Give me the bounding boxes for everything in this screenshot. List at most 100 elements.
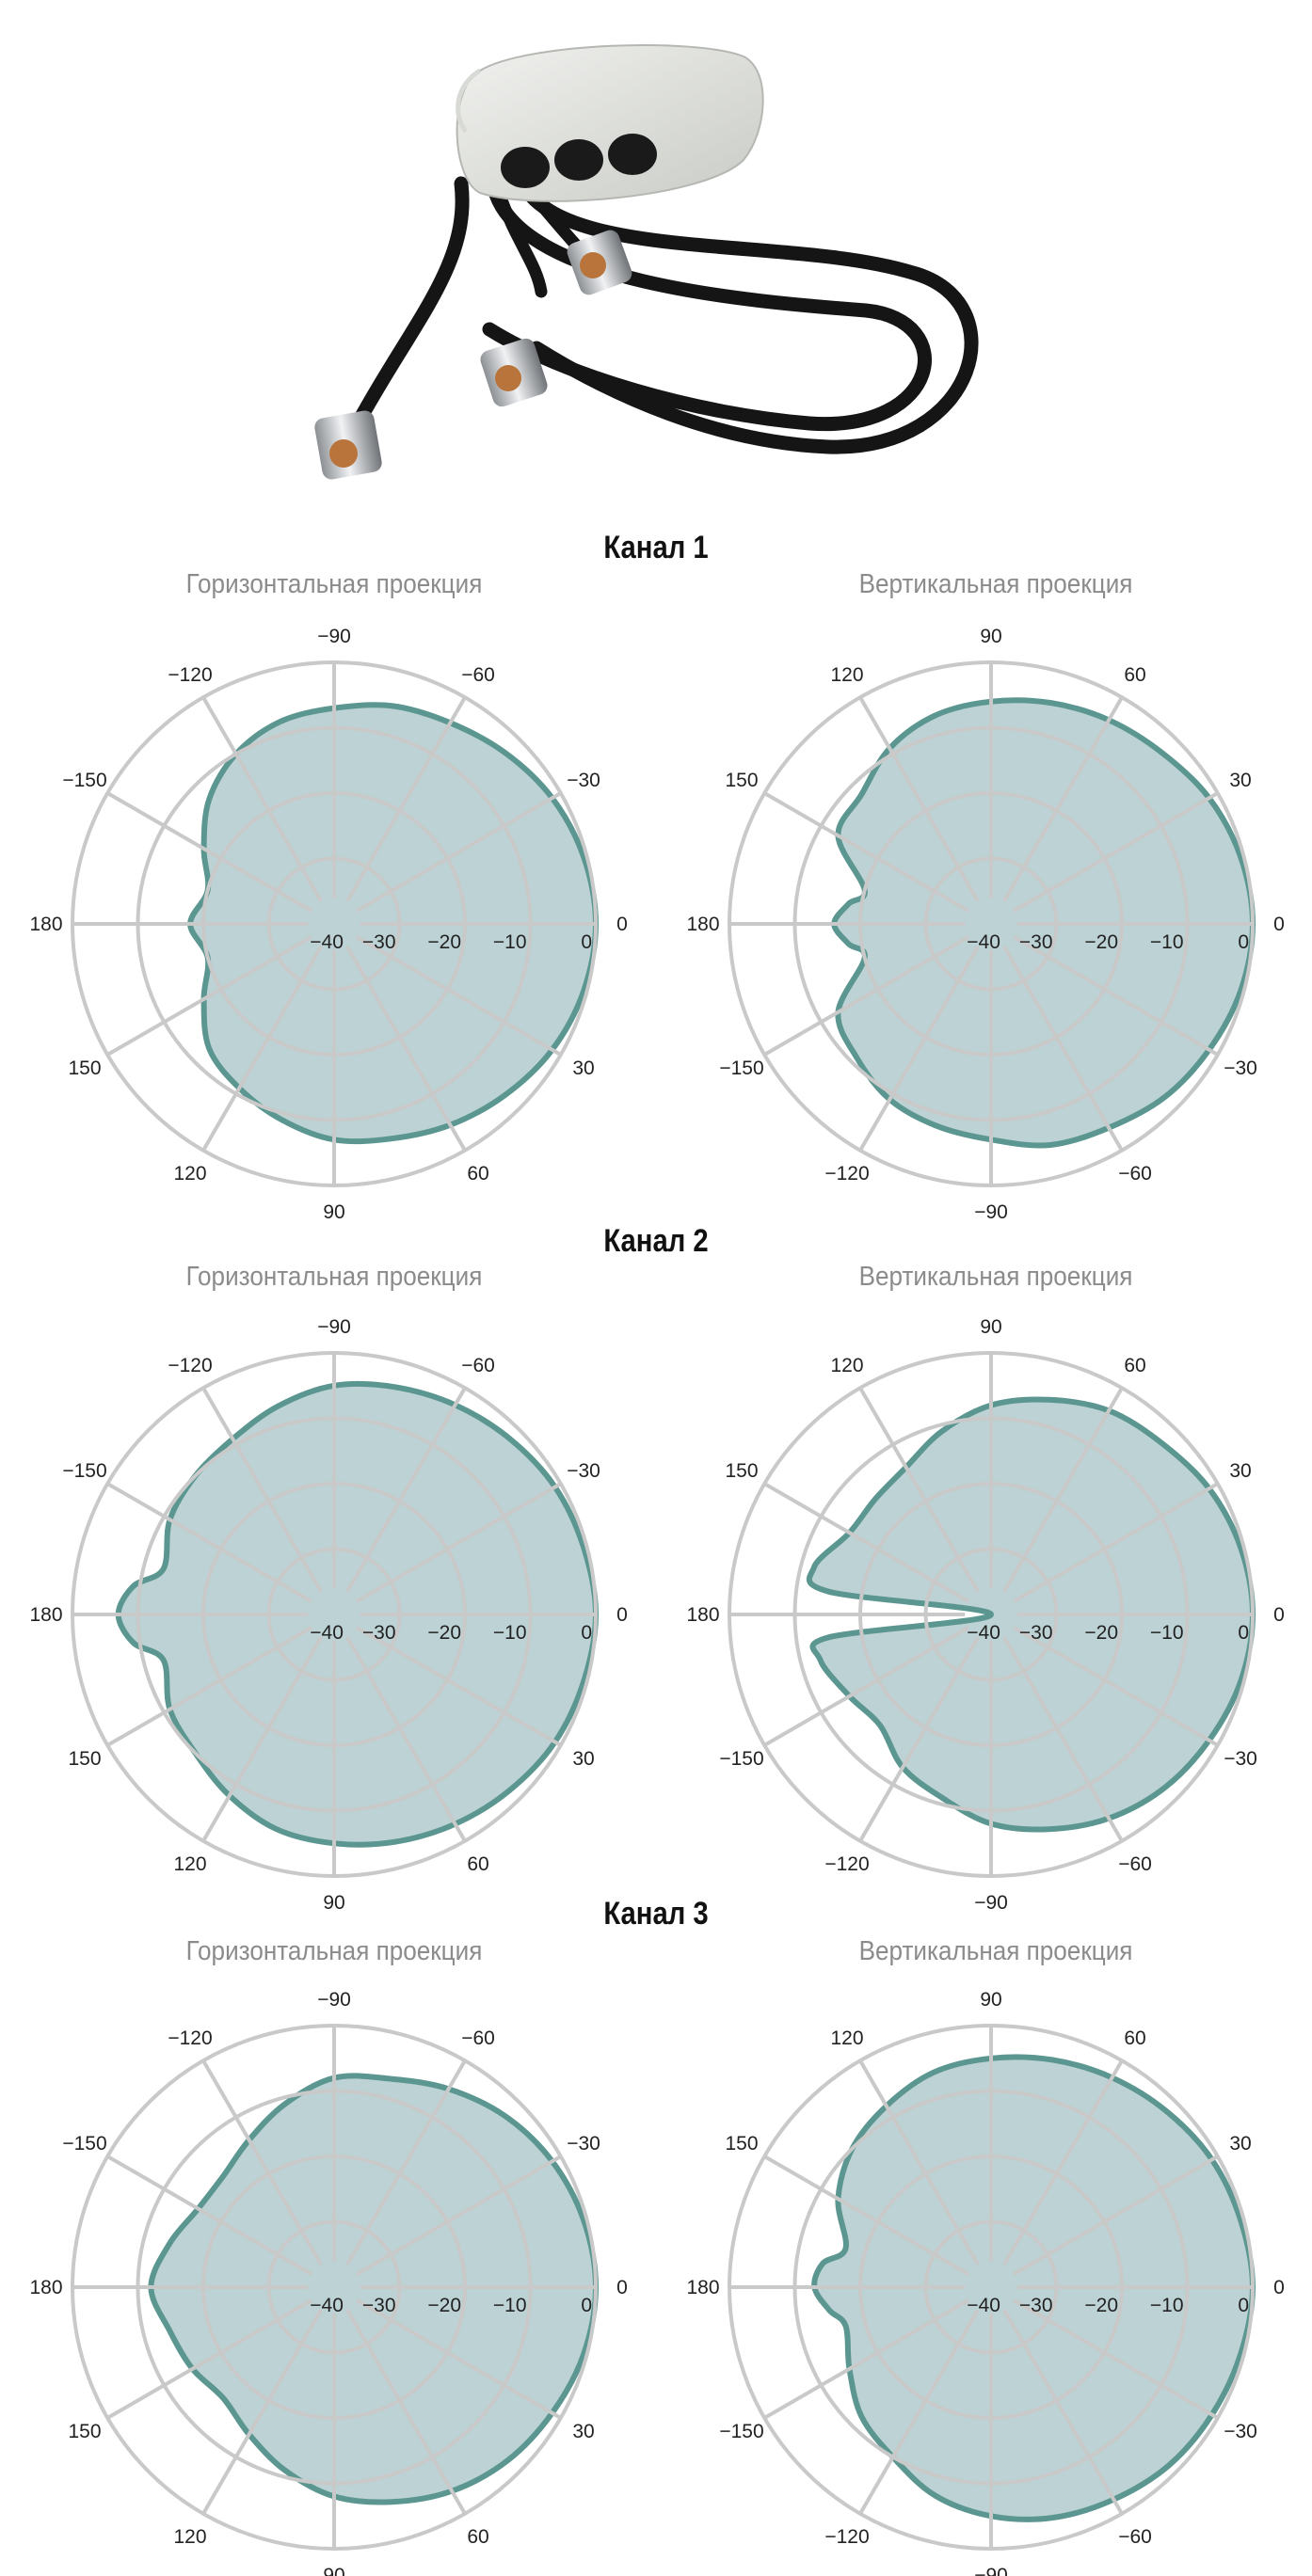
- grid-spoke: [1013, 935, 1219, 1057]
- angle-tick-label: 90: [323, 2565, 344, 2576]
- angle-tick-label: 60: [467, 1163, 488, 1185]
- angle-tick-label: −120: [168, 1355, 212, 1376]
- angle-tick-label: 30: [572, 1057, 594, 1079]
- angle-tick-label: 0: [616, 914, 628, 935]
- radial-tick-label: −20: [427, 1622, 461, 1644]
- angle-tick-label: 60: [467, 1853, 488, 1875]
- channel-2-title: Канал 2: [603, 1223, 709, 1259]
- grid-spoke: [201, 2059, 323, 2266]
- grid-spoke: [356, 1626, 562, 1747]
- angle-tick-label: −90: [317, 1989, 351, 2011]
- radial-tick-label: −30: [1019, 1622, 1053, 1644]
- grid-spoke: [201, 946, 323, 1152]
- grid-spoke: [1002, 696, 1124, 902]
- angle-tick-label: −150: [719, 1748, 763, 1770]
- grid-spoke: [345, 696, 467, 902]
- angle-tick-label: 120: [830, 664, 863, 686]
- grid-spoke: [858, 946, 980, 1152]
- radial-tick-label: −40: [310, 931, 344, 953]
- radial-tick-label: −20: [1084, 931, 1118, 953]
- polar-chart-channel-3-horizontal: 0 −30 −60 −90 −120 −150 180 150 120 90 60 30 0 −10 −20…: [29, 1989, 627, 2576]
- angle-tick-label: 30: [1229, 2133, 1251, 2155]
- angle-tick-label: −150: [62, 1460, 106, 1482]
- grid-spoke: [1013, 1482, 1219, 1603]
- grid-spoke: [763, 2298, 969, 2420]
- angle-tick-label: −60: [461, 1355, 495, 1376]
- angle-tick-label: −120: [824, 2526, 869, 2548]
- grid-spoke: [763, 791, 969, 913]
- angle-tick-label: −60: [461, 2027, 495, 2049]
- grid-spoke: [201, 696, 323, 902]
- grid-spoke: [763, 1482, 969, 1603]
- angle-tick-label: 60: [1124, 664, 1145, 686]
- channel-2-vertical-subtitle: Вертикальная проекция: [858, 1262, 1133, 1292]
- grid-spoke: [1002, 1387, 1124, 1593]
- grid-spoke: [356, 1482, 562, 1603]
- grid-spoke: [201, 1636, 323, 1842]
- angle-tick-label: 120: [830, 1355, 863, 1376]
- grid-spoke: [1013, 2155, 1219, 2276]
- grid-spoke: [763, 2155, 969, 2276]
- angle-tick-label: 90: [323, 1892, 344, 1914]
- grid-spoke: [356, 791, 562, 913]
- angle-tick-label: −90: [317, 626, 351, 647]
- radial-tick-label: −20: [427, 931, 461, 953]
- grid-spoke: [1002, 2059, 1124, 2266]
- angle-tick-label: 180: [29, 2277, 62, 2298]
- channel-1-title: Канал 1: [603, 530, 709, 565]
- grid-spoke: [345, 2059, 467, 2266]
- angle-tick-label: 60: [467, 2526, 488, 2548]
- angle-tick-label: 0: [616, 1604, 628, 1626]
- radial-tick-label: −10: [493, 931, 527, 953]
- polar-chart-channel-2-horizontal: 0 −30 −60 −90 −120 −150 180 150 120 90 60 30 0 −10 −20…: [29, 1316, 628, 1914]
- radial-tick-label: −40: [967, 931, 1000, 953]
- grid-spoke: [201, 2309, 323, 2515]
- angle-tick-label: 0: [1273, 2277, 1285, 2298]
- angle-tick-label: −60: [1118, 2526, 1152, 2548]
- angle-tick-label: 30: [572, 1748, 594, 1770]
- radial-tick-label: 0: [581, 2295, 592, 2316]
- angle-tick-label: 120: [173, 1163, 206, 1185]
- radial-tick-label: 0: [1238, 1622, 1249, 1644]
- grid-spoke: [106, 2155, 312, 2276]
- grid-spoke: [1013, 791, 1219, 913]
- radial-tick-label: −30: [1019, 2295, 1053, 2316]
- radial-tick-label: −30: [362, 1622, 396, 1644]
- radial-tick-label: 0: [581, 1622, 592, 1644]
- angle-tick-label: −150: [719, 2421, 763, 2442]
- angle-tick-label: 60: [1124, 2027, 1145, 2049]
- angle-tick-label: −120: [824, 1853, 869, 1875]
- grid-spoke: [763, 1626, 969, 1747]
- radial-tick-label: −20: [1084, 2295, 1118, 2316]
- angle-tick-label: −30: [567, 1460, 600, 1482]
- angle-tick-label: −60: [1118, 1163, 1152, 1185]
- grid-spoke: [1013, 2298, 1219, 2420]
- angle-tick-label: 0: [1273, 914, 1285, 935]
- angle-tick-label: 180: [29, 1604, 62, 1626]
- angle-tick-label: −90: [974, 1201, 1008, 1223]
- radial-tick-label: −40: [967, 2295, 1000, 2316]
- angle-tick-label: 150: [725, 770, 758, 791]
- grid-spoke: [345, 1387, 467, 1593]
- grid-spoke: [356, 2298, 562, 2420]
- angle-tick-label: 180: [686, 914, 719, 935]
- grid-spoke: [858, 2309, 980, 2515]
- grid-spoke: [345, 2309, 467, 2515]
- angle-tick-label: 150: [68, 2421, 101, 2442]
- grid-spoke: [1002, 946, 1124, 1152]
- antenna-device-photo: [314, 44, 979, 480]
- grid-spoke: [858, 696, 980, 902]
- grid-spoke: [1013, 1626, 1219, 1747]
- radial-tick-label: −40: [310, 2295, 344, 2316]
- grid-spoke: [106, 1626, 312, 1747]
- angle-tick-label: 30: [1229, 770, 1251, 791]
- angle-tick-label: 90: [980, 1316, 1001, 1338]
- grid-spoke: [106, 1482, 312, 1603]
- grid-spoke: [1002, 1636, 1124, 1842]
- grid-spoke: [345, 946, 467, 1152]
- radial-tick-label: −30: [362, 2295, 396, 2316]
- radial-tick-label: −10: [1150, 931, 1184, 953]
- radial-tick-label: −40: [310, 1622, 344, 1644]
- radial-tick-label: 0: [581, 931, 592, 953]
- angle-tick-label: 30: [572, 2421, 594, 2442]
